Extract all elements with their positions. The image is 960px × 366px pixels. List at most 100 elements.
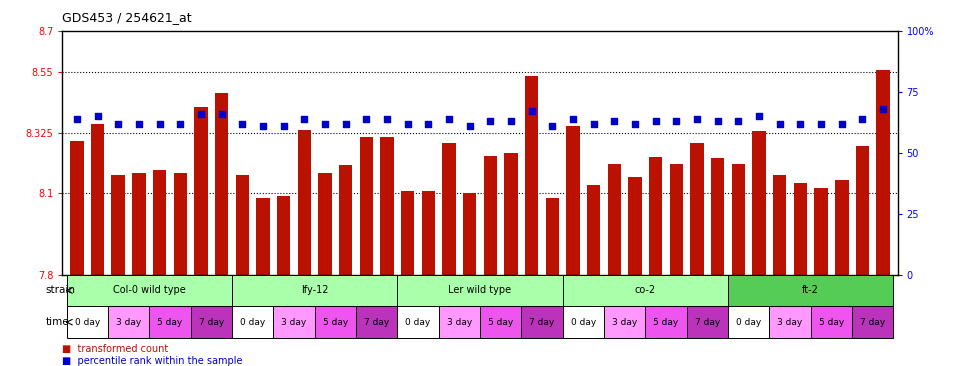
Bar [401,191,415,274]
Point [442,116,457,122]
Point [297,116,312,122]
Bar [670,164,684,274]
Bar [525,76,539,274]
Point [772,121,787,127]
Bar [480,306,521,338]
Bar [191,306,232,338]
Text: 0 day: 0 day [75,318,100,326]
Text: 3 day: 3 day [778,318,803,326]
Point [234,121,250,127]
Point [628,121,643,127]
Text: 0 day: 0 day [405,318,431,326]
Bar [66,306,108,338]
Text: 3 day: 3 day [116,318,141,326]
Bar [629,177,642,274]
Bar [256,198,270,274]
Bar [563,306,604,338]
Bar [318,173,331,274]
Text: GDS453 / 254621_at: GDS453 / 254621_at [62,11,192,24]
Text: ft-2: ft-2 [803,285,819,295]
Point [276,123,291,129]
Bar [504,153,517,274]
Bar [484,156,497,274]
Point [731,118,746,124]
Point [544,123,560,129]
Bar [545,198,559,274]
Point [420,121,436,127]
Bar [649,157,662,274]
Text: 3 day: 3 day [281,318,306,326]
Bar [566,126,580,274]
Text: lfy-12: lfy-12 [300,285,328,295]
Bar [521,306,563,338]
Text: time: time [46,317,69,327]
Point [214,111,229,117]
Bar [421,191,435,274]
Bar [753,131,766,274]
Bar [443,143,456,274]
Text: 7 day: 7 day [860,318,885,326]
Bar [380,137,394,274]
Bar [876,70,890,274]
Point [607,118,622,124]
Point [586,121,601,127]
Point [813,121,828,127]
Text: 7 day: 7 day [364,318,389,326]
Bar [315,306,356,338]
Bar [811,306,852,338]
Bar [232,306,274,338]
Bar [111,175,125,274]
Text: 0 day: 0 day [240,318,265,326]
Bar [769,306,811,338]
Bar [153,171,166,274]
Bar [356,306,397,338]
Point [876,106,891,112]
Bar [855,146,869,274]
Point [379,116,395,122]
Bar [604,306,645,338]
Text: strain: strain [46,285,76,295]
Bar [728,274,894,306]
Bar [235,175,249,274]
Bar [108,306,149,338]
Bar [70,141,84,274]
Bar [91,124,105,274]
Point [524,109,540,115]
Bar [686,306,728,338]
Text: 0 day: 0 day [571,318,596,326]
Point [359,116,374,122]
Text: 5 day: 5 day [488,318,514,326]
Point [193,111,208,117]
Bar [360,137,373,274]
Bar [439,306,480,338]
Point [503,118,518,124]
Point [565,116,581,122]
Text: 5 day: 5 day [323,318,348,326]
Bar [66,274,232,306]
Bar [711,158,725,274]
Bar [608,164,621,274]
Text: 0 day: 0 day [736,318,761,326]
Bar [690,143,704,274]
Point [173,121,188,127]
Point [710,118,726,124]
Point [400,121,416,127]
Point [752,113,767,119]
Bar [852,306,894,338]
Point [669,118,684,124]
Text: 3 day: 3 day [446,318,472,326]
Point [338,121,353,127]
Bar [732,164,745,274]
Point [317,121,332,127]
Text: 7 day: 7 day [529,318,555,326]
Bar [835,180,849,274]
Point [834,121,850,127]
Bar [794,183,807,274]
Point [462,123,477,129]
Text: co-2: co-2 [635,285,656,295]
Point [483,118,498,124]
Text: Ler wild type: Ler wild type [448,285,512,295]
Text: 7 day: 7 day [199,318,224,326]
Bar [274,306,315,338]
Point [110,121,126,127]
